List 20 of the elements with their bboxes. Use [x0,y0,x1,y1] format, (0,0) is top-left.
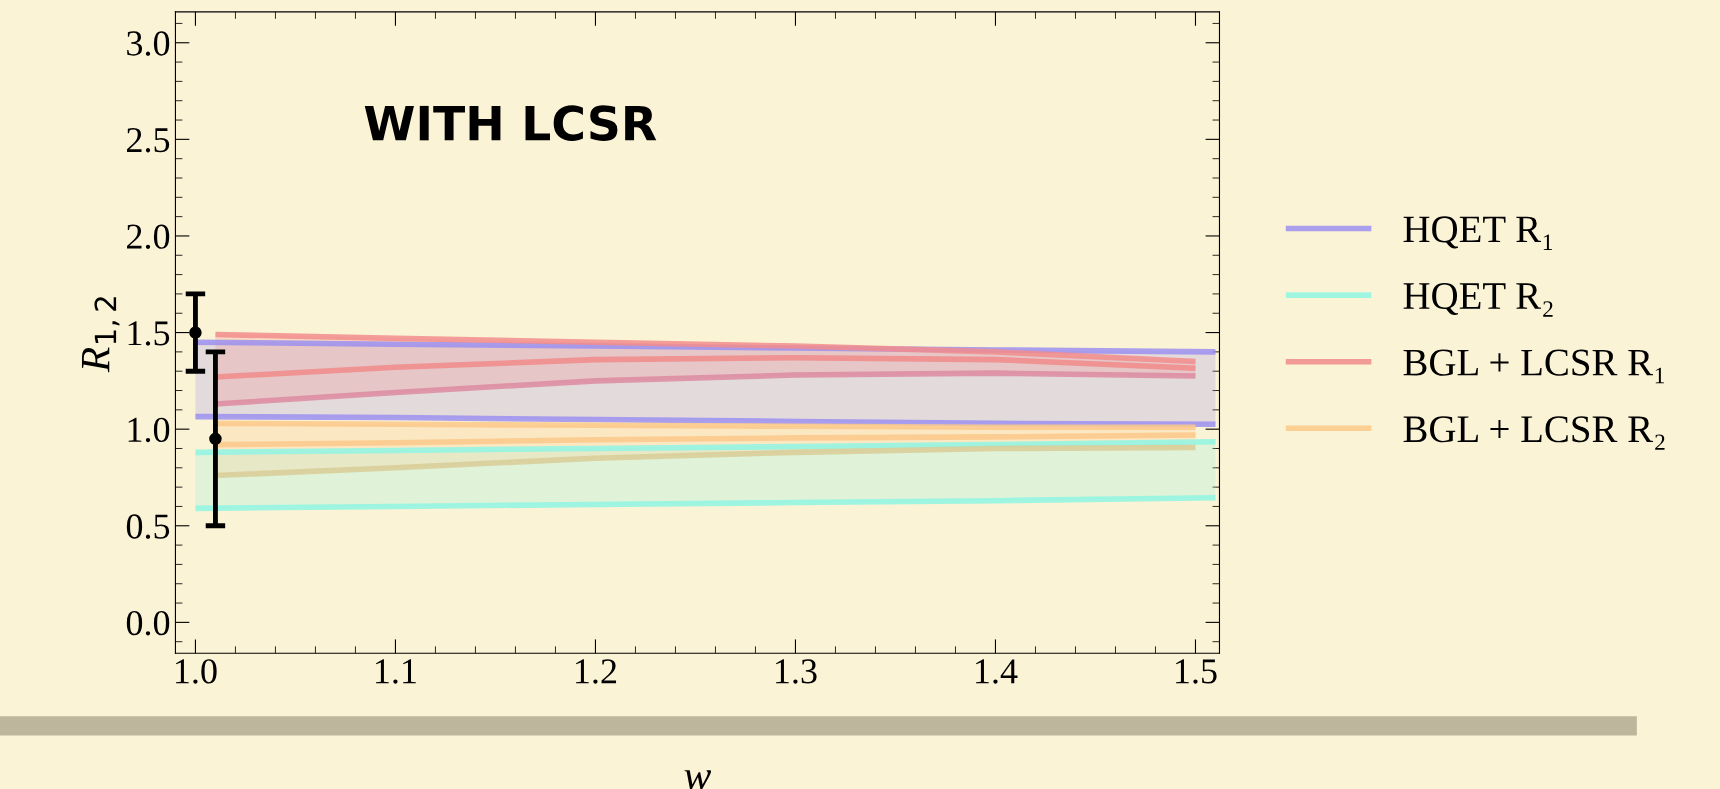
x-axis-title: w [684,770,712,789]
legend-label: BGL + LCSR R₁ [1403,349,1664,384]
x-tick-label: 1.4 [976,659,1018,684]
y-tick-label: 2.0 [127,224,170,249]
legend-label: HQET R₂ [1403,282,1553,317]
y-tick-label: 0.5 [126,514,170,539]
y-axis-title: R$_{1,2}$ [81,297,120,373]
x-tick-label: 1.2 [576,659,617,684]
x-tick-label: 1.1 [376,659,416,684]
y-tick-label: 1.5 [128,321,170,346]
y-tick-label: 3.0 [127,31,170,56]
y-tick-label: 2.5 [127,127,170,153]
x-tick-label: 1.5 [1176,659,1217,684]
y-tick-label: 0.0 [126,610,170,636]
legend-label: BGL + LCSR R₂ [1403,416,1665,450]
annotation: WITH LCSR [364,105,657,141]
x-tick-label: 1.0 [176,659,217,684]
legend-label: HQET R₁ [1403,216,1553,250]
x-tick-label: 1.3 [776,659,817,684]
y-tick-label: 1.0 [128,417,170,443]
